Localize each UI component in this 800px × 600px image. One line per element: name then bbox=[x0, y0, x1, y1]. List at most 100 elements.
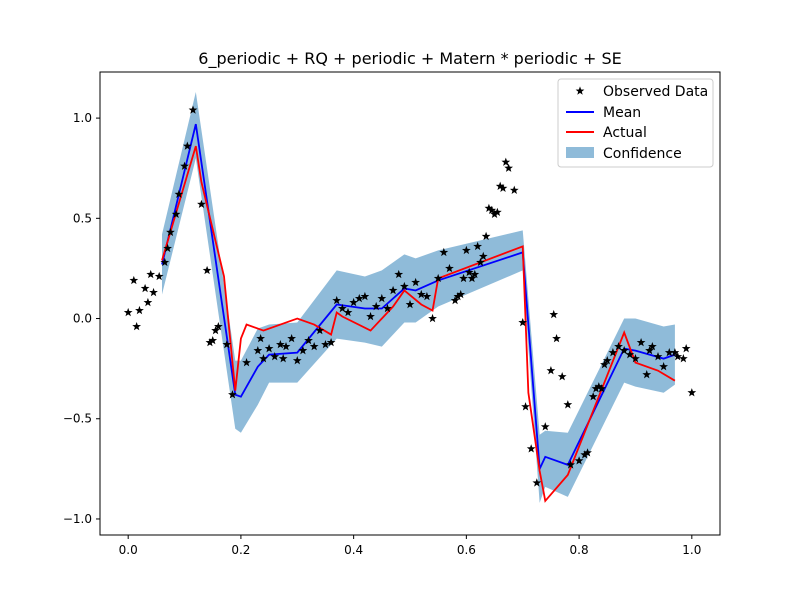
observed-point bbox=[476, 257, 485, 267]
observed-point bbox=[498, 183, 508, 192]
observed-point bbox=[583, 448, 592, 457]
observed-point bbox=[439, 247, 449, 257]
observed-point bbox=[445, 263, 454, 273]
x-tick-label: 0.2 bbox=[231, 543, 250, 557]
observed-point bbox=[326, 337, 336, 347]
legend-mean-label: Mean bbox=[603, 105, 641, 121]
legend-confidence-label: Confidence bbox=[603, 146, 682, 162]
observed-point bbox=[213, 321, 223, 331]
observed-point bbox=[160, 257, 170, 267]
observed-point bbox=[532, 478, 542, 487]
observed-point bbox=[518, 317, 528, 327]
observed-point bbox=[411, 277, 421, 287]
observed-point bbox=[645, 346, 654, 355]
observed-point bbox=[405, 299, 415, 309]
observed-point bbox=[140, 283, 150, 293]
observed-point bbox=[481, 231, 491, 241]
observed-point bbox=[642, 370, 652, 379]
observed-point bbox=[343, 307, 353, 317]
observed-point bbox=[490, 209, 499, 219]
observed-point bbox=[557, 372, 567, 381]
legend: Observed Data Mean Actual Confidence bbox=[557, 78, 714, 168]
observed-point bbox=[456, 289, 466, 299]
observed-point bbox=[492, 207, 502, 217]
observed-point bbox=[591, 384, 601, 393]
observed-point bbox=[259, 354, 268, 363]
observed-point bbox=[470, 269, 480, 279]
observed-point bbox=[540, 422, 550, 431]
x-tick-label: 0.8 bbox=[570, 543, 589, 557]
observed-point bbox=[171, 209, 181, 219]
observed-point bbox=[461, 245, 471, 255]
legend-actual-label: Actual bbox=[603, 125, 647, 141]
observed-point bbox=[208, 335, 218, 345]
observed-point bbox=[453, 291, 463, 301]
observed-point bbox=[281, 341, 291, 351]
observed-point bbox=[588, 392, 598, 401]
observed-point bbox=[678, 354, 688, 363]
observed-point bbox=[123, 307, 133, 317]
observed-point bbox=[182, 141, 192, 150]
observed-point bbox=[464, 267, 474, 277]
observed-point bbox=[211, 325, 220, 335]
observed-point bbox=[459, 273, 468, 283]
observed-point bbox=[332, 295, 342, 305]
observed-point bbox=[278, 354, 288, 363]
observed-point bbox=[600, 360, 609, 369]
observed-point bbox=[602, 356, 612, 365]
observed-point bbox=[149, 287, 158, 297]
observed-point bbox=[253, 346, 263, 355]
confidence-band bbox=[162, 92, 675, 503]
observed-point bbox=[687, 388, 697, 397]
observed-point bbox=[304, 335, 313, 345]
observed-point bbox=[416, 289, 426, 299]
observed-point bbox=[315, 325, 325, 335]
observed-point bbox=[222, 339, 232, 349]
y-tick-label: −0.5 bbox=[63, 412, 92, 426]
legend-confidence-swatch bbox=[566, 147, 594, 158]
observed-point bbox=[143, 297, 153, 307]
observed-point bbox=[337, 303, 347, 313]
observed-point bbox=[566, 460, 576, 469]
observed-point bbox=[287, 333, 297, 343]
observed-point bbox=[188, 105, 198, 114]
observed-point bbox=[394, 269, 404, 279]
observed-point bbox=[636, 337, 646, 347]
observed-point bbox=[270, 352, 280, 361]
y-tick-label: 0.0 bbox=[73, 312, 92, 326]
observed-point bbox=[371, 301, 381, 311]
observed-point bbox=[197, 199, 206, 209]
observed-point bbox=[608, 348, 618, 357]
observed-point bbox=[388, 285, 398, 295]
observed-point bbox=[614, 341, 623, 351]
observed-point bbox=[631, 354, 640, 363]
observed-point bbox=[664, 348, 674, 357]
observed-point bbox=[473, 241, 483, 251]
observed-point bbox=[354, 293, 364, 303]
observed-point bbox=[242, 358, 251, 367]
observed-point bbox=[129, 275, 139, 285]
observed-point bbox=[228, 390, 237, 399]
observed-point bbox=[504, 163, 514, 172]
observed-point bbox=[681, 344, 691, 353]
observed-point bbox=[321, 339, 330, 349]
legend-box bbox=[557, 78, 714, 168]
y-tick-label: 0.5 bbox=[73, 211, 92, 225]
x-tick-label: 0.4 bbox=[344, 543, 363, 557]
observed-point bbox=[428, 313, 437, 323]
observed-point bbox=[399, 281, 409, 291]
observed-point bbox=[166, 227, 175, 237]
observed-point bbox=[552, 333, 561, 343]
observed-point bbox=[383, 303, 392, 313]
observed-point bbox=[275, 339, 285, 349]
observed-point bbox=[574, 456, 584, 465]
observed-point bbox=[670, 348, 680, 357]
observed-point bbox=[495, 181, 505, 190]
observed-point bbox=[619, 346, 629, 355]
observed-point bbox=[478, 251, 488, 261]
observed-point bbox=[509, 185, 519, 194]
observed-point bbox=[521, 402, 530, 411]
observed-point bbox=[146, 269, 156, 279]
chart-title: 6_periodic + RQ + periodic + Matern * pe… bbox=[198, 49, 621, 69]
